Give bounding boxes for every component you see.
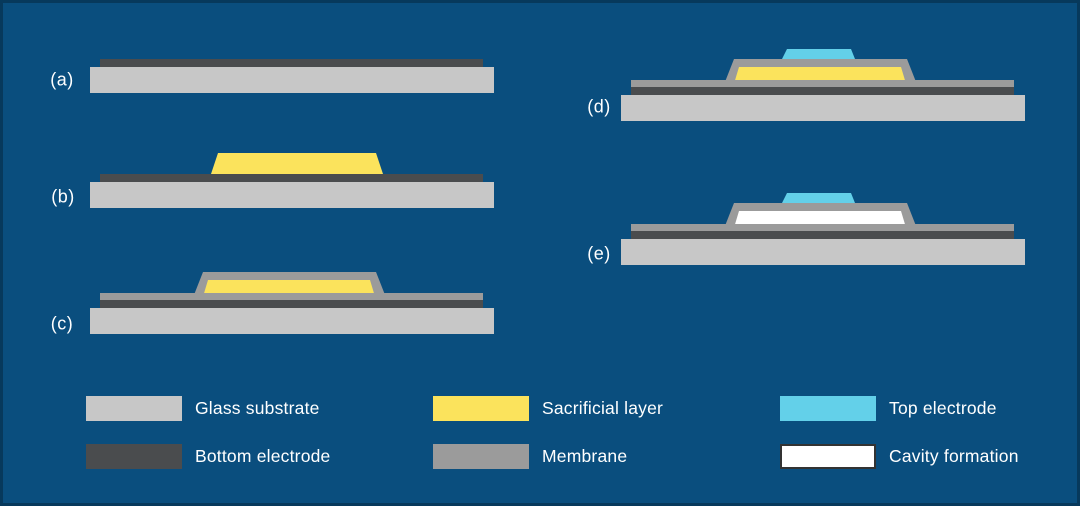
step-label-b: (b) — [51, 186, 75, 207]
legend-item-sacrificial-layer: Sacrificial layer — [433, 396, 663, 421]
step-label-e: (e) — [587, 243, 611, 264]
membrane-strip-layer — [100, 293, 483, 300]
membrane-strip-layer — [631, 224, 1014, 231]
process-step-e — [621, 189, 1026, 265]
top-electrode-shape — [782, 49, 855, 59]
bottom-electrode-layer — [100, 300, 483, 308]
glass-substrate-layer — [621, 95, 1025, 121]
bottom-electrode-layer — [631, 87, 1014, 95]
legend-label: Bottom electrode — [195, 446, 331, 466]
step-label-d: (d) — [587, 96, 611, 117]
process-step-a — [90, 17, 495, 93]
top-electrode-shape — [782, 193, 855, 203]
process-step-c — [90, 258, 495, 334]
legend-label: Glass substrate — [195, 398, 320, 418]
legend-label: Cavity formation — [889, 446, 1019, 466]
legend-label: Top electrode — [889, 398, 997, 418]
bottom-electrode-swatch — [86, 444, 182, 469]
step-label-a: (a) — [50, 69, 74, 90]
legend-item-glass-substrate: Glass substrate — [86, 396, 320, 421]
glass-substrate-layer — [90, 182, 494, 208]
legend-label: Membrane — [542, 446, 628, 466]
legend-item-membrane: Membrane — [433, 444, 627, 469]
glass-substrate-layer — [90, 308, 494, 334]
process-step-d — [621, 45, 1026, 121]
step-label-c: (c) — [50, 313, 74, 334]
legend-item-cavity-formation: Cavity formation — [780, 444, 1019, 469]
membrane-strip-layer — [631, 80, 1014, 87]
sacrificial-layer-shape — [211, 153, 383, 174]
bottom-electrode-layer — [631, 231, 1014, 239]
glass-substrate-swatch — [86, 396, 182, 421]
legend-item-top-electrode: Top electrode — [780, 396, 997, 421]
legend-label: Sacrificial layer — [542, 398, 664, 418]
cavity-formation-swatch — [780, 444, 876, 469]
process-step-b — [90, 132, 495, 208]
glass-substrate-layer — [90, 67, 494, 93]
top-electrode-swatch — [780, 396, 876, 421]
glass-substrate-layer — [621, 239, 1025, 265]
bottom-electrode-layer — [100, 59, 483, 67]
bottom-electrode-layer — [100, 174, 483, 182]
sacrificial-layer-swatch — [433, 396, 529, 421]
membrane-swatch — [433, 444, 529, 469]
legend-item-bottom-electrode: Bottom electrode — [86, 444, 331, 469]
